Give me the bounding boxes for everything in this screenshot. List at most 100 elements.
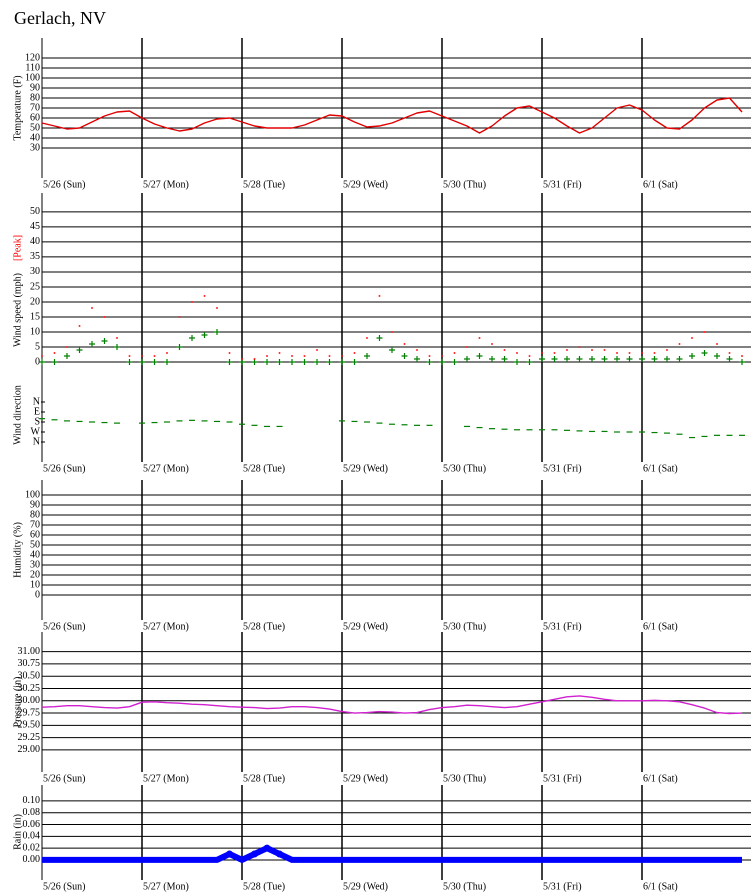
y-tick-label: N — [33, 436, 40, 447]
data-point — [741, 355, 743, 357]
data-point — [476, 352, 483, 359]
data-point — [139, 358, 145, 365]
y-axis-label: Pressure (in) — [12, 677, 23, 728]
data-point — [366, 337, 368, 339]
x-tick-label: 5/29 (Wed) — [343, 773, 388, 784]
y-tick-label: 0.04 — [23, 831, 41, 842]
data-point — [603, 349, 606, 351]
x-tick-label: 5/26 (Sun) — [43, 773, 86, 784]
data-point — [316, 349, 318, 351]
data-point — [191, 301, 193, 303]
y-tick-label: 35 — [30, 251, 40, 262]
data-point — [689, 352, 695, 359]
data-point — [664, 432, 670, 434]
data-point — [326, 358, 333, 365]
y-tick-label: 31.00 — [18, 646, 41, 657]
y-tick-label: 29.25 — [18, 732, 41, 743]
data-point — [278, 352, 281, 354]
data-point — [228, 352, 231, 354]
x-tick-label: 5/31 (Fri) — [543, 179, 582, 190]
data-point — [701, 349, 708, 356]
data-point — [276, 425, 283, 428]
data-point — [189, 419, 195, 421]
y-tick-label: 5 — [35, 341, 40, 352]
data-point — [589, 355, 595, 362]
x-tick-label: 5/29 (Wed) — [343, 621, 388, 632]
x-tick-label: 6/1 (Sat) — [643, 621, 678, 632]
data-point — [41, 355, 43, 357]
y-tick-label: 120 — [25, 52, 40, 63]
data-point — [376, 334, 383, 341]
data-point — [339, 420, 345, 422]
data-line — [41, 695, 743, 715]
data-point — [51, 358, 58, 365]
y-tick-label: 100 — [25, 72, 40, 83]
x-tick-label: 5/30 (Thu) — [443, 881, 486, 892]
data-point — [263, 844, 271, 852]
data-point — [678, 343, 681, 345]
data-point — [539, 429, 545, 431]
data-point — [491, 343, 493, 345]
x-tick-label: 6/1 (Sat) — [643, 463, 678, 474]
data-point — [39, 358, 45, 365]
data-point — [714, 434, 720, 436]
y-tick-label: 10 — [30, 579, 40, 590]
x-tick-label: 5/26 (Sun) — [43, 463, 86, 474]
x-tick-label: 5/26 (Sun) — [43, 179, 86, 190]
x-tick-label: 5/28 (Tue) — [243, 773, 285, 784]
y-tick-label: 90 — [30, 82, 40, 93]
data-point — [628, 352, 631, 354]
data-point — [251, 424, 258, 426]
data-point — [128, 355, 131, 357]
data-point — [314, 358, 320, 365]
data-point — [651, 355, 658, 362]
data-point — [676, 355, 683, 362]
data-point — [166, 352, 168, 354]
x-tick-label: 6/1 (Sat) — [643, 179, 678, 190]
data-point — [89, 421, 95, 423]
y-tick-label: 50 — [30, 206, 40, 217]
data-point — [441, 355, 443, 357]
data-point — [126, 358, 133, 365]
data-point — [353, 352, 356, 354]
y-tick-label: 90 — [30, 499, 40, 510]
x-tick-label: 5/28 (Tue) — [243, 463, 285, 474]
x-tick-label: 5/29 (Wed) — [343, 463, 388, 474]
y-tick-label: 15 — [30, 311, 40, 322]
data-point — [176, 343, 183, 350]
data-point — [614, 431, 620, 433]
data-point — [403, 343, 406, 345]
data-point — [601, 430, 608, 433]
data-point — [339, 358, 345, 365]
data-point — [164, 421, 170, 423]
data-point — [739, 358, 745, 365]
data-point — [378, 295, 381, 297]
data-point — [201, 331, 208, 338]
data-point — [739, 434, 745, 436]
data-point — [114, 422, 120, 424]
data-point — [164, 358, 170, 365]
x-tick-label: 5/27 (Mon) — [143, 621, 189, 632]
data-point — [153, 355, 156, 357]
data-point — [239, 423, 245, 425]
data-point — [214, 328, 220, 335]
y-tick-label: 50 — [30, 122, 40, 133]
data-point — [539, 355, 545, 362]
data-point — [451, 358, 458, 365]
data-point — [178, 316, 181, 318]
data-point — [516, 352, 518, 354]
y-axis-label: Wind direction — [12, 385, 23, 445]
y-tick-label: 50 — [30, 539, 40, 550]
data-point — [453, 352, 456, 354]
data-point — [151, 358, 158, 365]
y-tick-label: 29.00 — [18, 744, 41, 755]
y-tick-label: 30.75 — [18, 658, 41, 669]
y-tick-label: 30.00 — [18, 695, 41, 706]
data-point — [51, 419, 58, 421]
data-point — [214, 420, 220, 423]
data-point — [241, 358, 243, 360]
data-point — [616, 352, 618, 354]
data-point — [651, 431, 658, 434]
data-point — [416, 349, 418, 351]
